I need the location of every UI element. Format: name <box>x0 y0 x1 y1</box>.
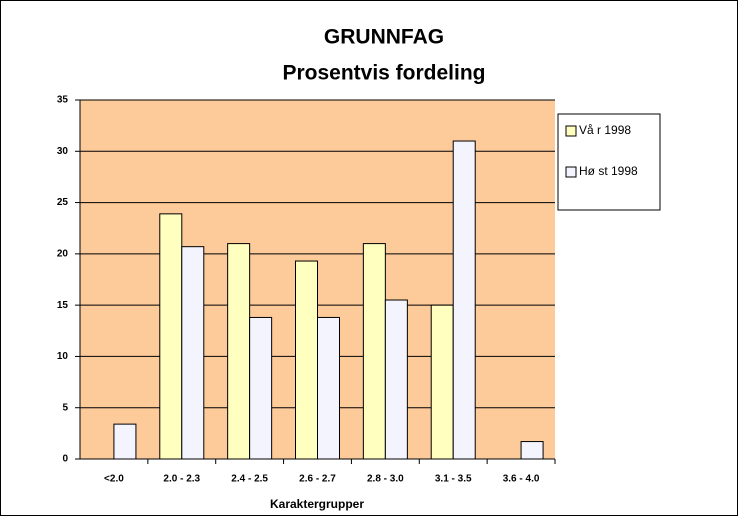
y-tick-label: 20 <box>57 248 69 259</box>
bar <box>227 243 251 460</box>
legend-swatch <box>565 166 577 178</box>
y-tick-label: 25 <box>57 197 69 208</box>
bar <box>520 441 544 460</box>
bar <box>384 299 408 460</box>
bar <box>113 423 137 460</box>
x-tick-label: 2.6 - 2.7 <box>299 474 336 485</box>
bar <box>295 260 318 460</box>
bar <box>159 213 183 460</box>
x-tick-label: 2.4 - 2.5 <box>231 474 268 485</box>
y-tick-label: 5 <box>62 402 68 413</box>
x-tick-label: 2.0 - 2.3 <box>163 474 200 485</box>
x-tick-label: 2.8 - 3.0 <box>367 474 404 485</box>
chart-subtitle: Prosentvis fordeling <box>282 62 485 85</box>
y-tick-label: 35 <box>57 95 69 106</box>
y-tick-label: 15 <box>57 300 69 311</box>
bar <box>181 246 205 460</box>
legend-label: Vå r 1998 <box>579 123 631 137</box>
x-tick-label: 3.6 - 4.0 <box>503 474 540 485</box>
x-tick-label: <2.0 <box>104 474 124 485</box>
x-axis-title: Karaktergrupper <box>270 497 364 511</box>
bar <box>249 316 273 460</box>
bar <box>430 304 454 460</box>
y-tick-label: 10 <box>57 351 69 362</box>
legend-label: Hø st 1998 <box>579 164 638 178</box>
y-tick-label: 0 <box>62 454 68 465</box>
legend-swatch <box>565 125 577 137</box>
bar <box>317 316 340 460</box>
bar <box>362 243 386 460</box>
x-tick-label: 3.1 - 3.5 <box>435 474 472 485</box>
chart-title: GRUNNFAG <box>324 26 444 49</box>
y-tick-label: 30 <box>57 146 69 157</box>
bar <box>452 140 476 460</box>
